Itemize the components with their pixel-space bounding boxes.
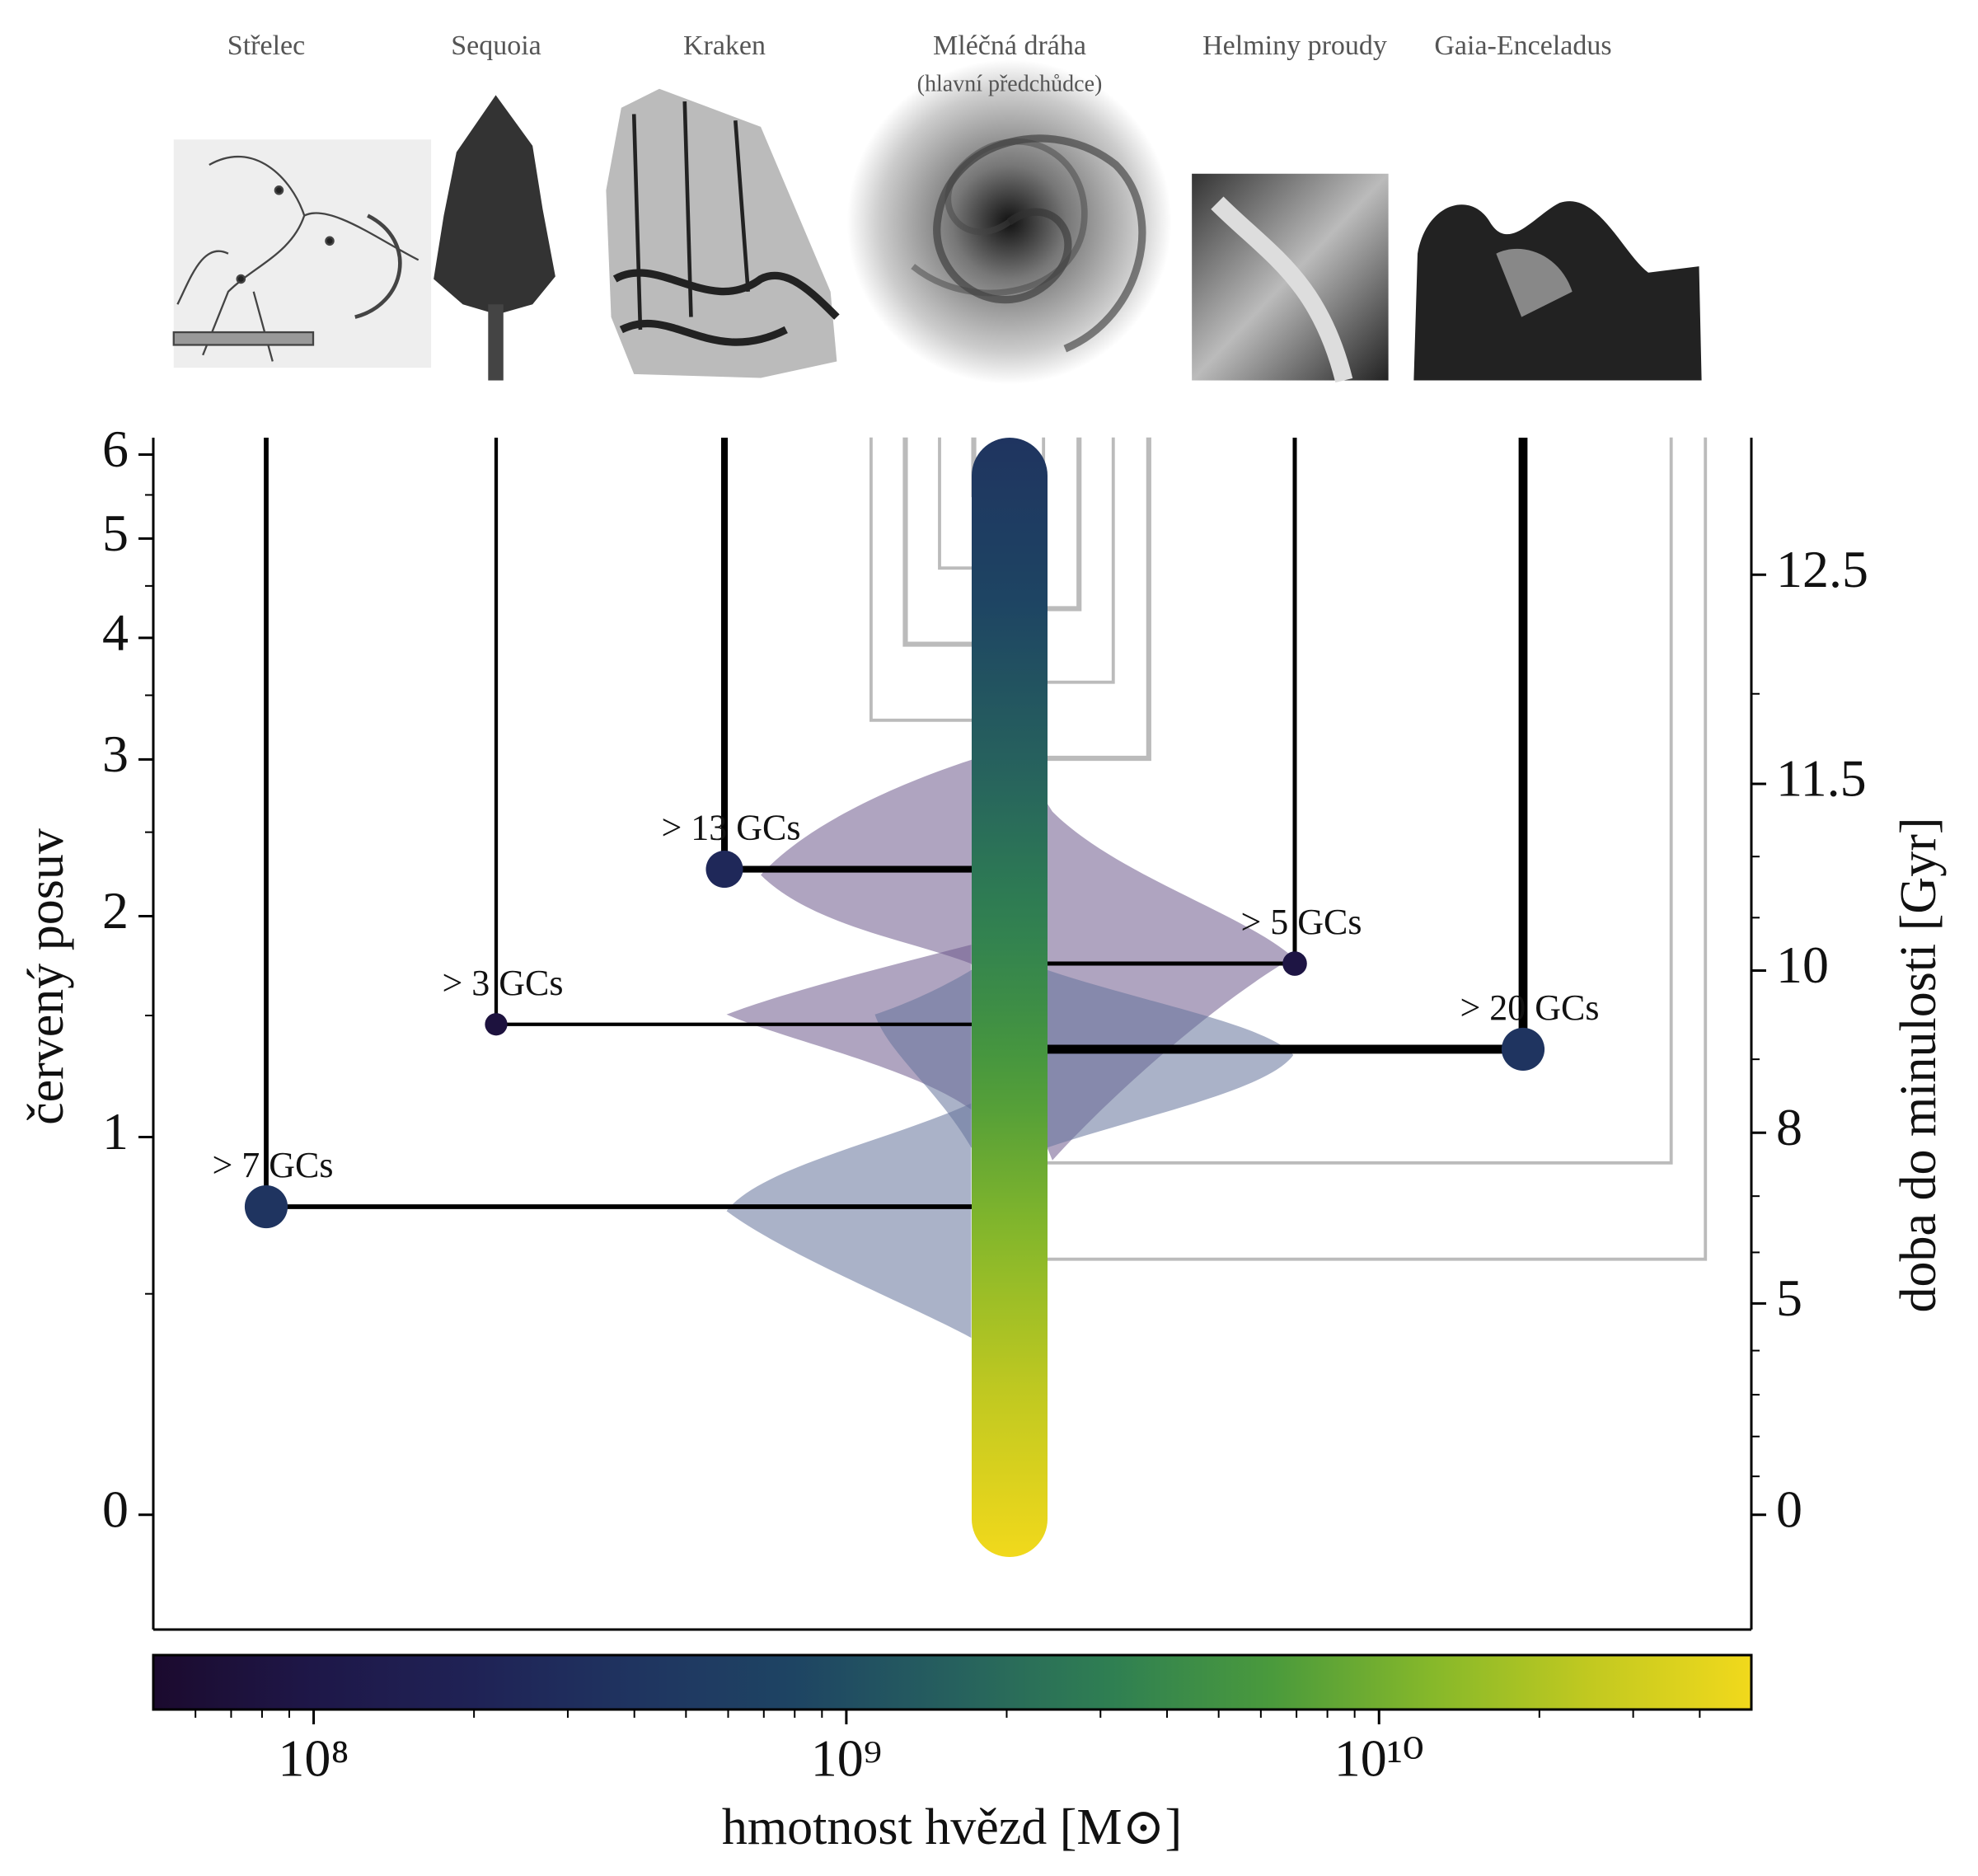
y-axis-label: červený posuv (18, 828, 74, 1125)
merger-dot (705, 851, 743, 889)
y2-tick-label: 12.5 (1776, 540, 1868, 598)
progenitor-name: Kraken (683, 30, 766, 61)
sagittarius-art (172, 139, 432, 368)
merger-dot (485, 1013, 508, 1036)
foreground: > 7 GCs > 3 GCs > 13 GCs > 5 GCs > 20 GCs (212, 808, 1600, 1229)
main-branch (972, 438, 1048, 1557)
y-tick-label: 1 (102, 1102, 129, 1161)
progenitor-name: Sequoia (451, 30, 541, 61)
progenitor-name: Helminy proudy (1202, 30, 1387, 61)
y-tick-label: 3 (102, 725, 129, 783)
colorbar-label: hmotnost hvězd [M⊙] (722, 1799, 1182, 1855)
y2-axis-label: doba do minulosti [Gyr] (1891, 818, 1947, 1313)
colorbar-tick-label: 10⁹ (811, 1729, 882, 1788)
progenitor-name: Střelec (227, 30, 305, 61)
gc-label: > 7 GCs (212, 1145, 333, 1185)
violin (726, 945, 972, 1110)
y2-tick-label: 5 (1776, 1269, 1802, 1327)
y2-tick-label: 0 (1776, 1480, 1802, 1538)
y-tick-label: 2 (102, 881, 129, 940)
main-branch-name: Mléčná dráha (933, 30, 1086, 61)
gc-label: > 13 GCs (661, 808, 800, 848)
colorbar (152, 1653, 1753, 1711)
enceladus-art (1413, 201, 1702, 381)
y-tick-label: 5 (102, 504, 129, 562)
y2-tick-label: 8 (1776, 1098, 1802, 1156)
y2-tick-label: 10 (1776, 936, 1829, 994)
y-tick-label: 0 (102, 1480, 129, 1538)
illustrations (172, 59, 1702, 385)
gc-label: > 3 GCs (442, 963, 563, 1003)
y-tick-label: 6 (102, 420, 129, 478)
gc-label: > 5 GCs (1240, 902, 1362, 942)
colorbar-tick-label: 10¹⁰ (1334, 1729, 1424, 1788)
merger-dot (1282, 951, 1307, 976)
violin (726, 1103, 972, 1339)
merger-lines (264, 438, 1528, 1209)
gc-label: > 20 GCs (1460, 987, 1599, 1028)
y2-tick-label: 11.5 (1776, 749, 1867, 808)
sequoia-art (434, 95, 555, 381)
kraken-art (606, 88, 840, 378)
galaxy-art (846, 59, 1172, 385)
colorbar-tick-label: 10⁸ (278, 1729, 349, 1788)
helmi-art (1192, 173, 1389, 383)
progenitor-name: Gaia-Enceladus (1434, 30, 1611, 61)
axes (152, 438, 1753, 1631)
merger-dot (1501, 1027, 1545, 1072)
merger-dot (244, 1184, 288, 1229)
main-branch-note: (hlavní předchůdce) (917, 71, 1103, 96)
y-tick-label: 4 (102, 603, 129, 662)
